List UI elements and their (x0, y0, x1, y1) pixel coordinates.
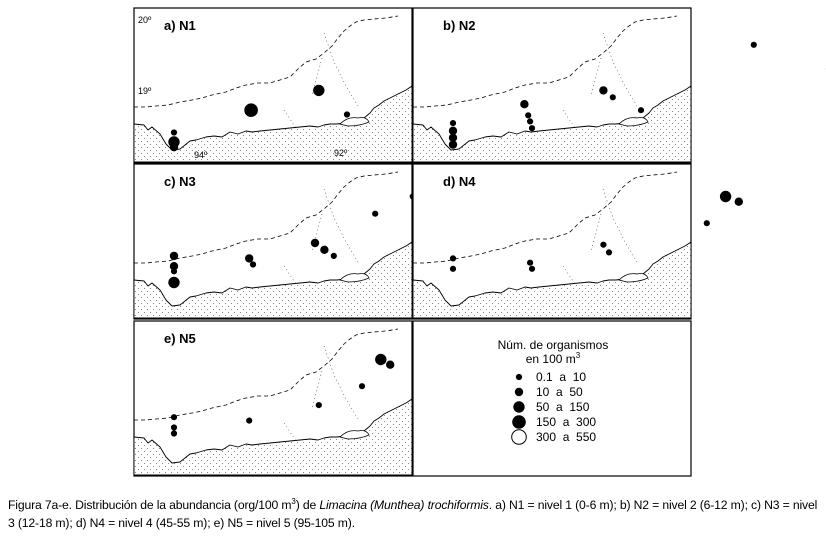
station-marker (527, 259, 534, 266)
station-marker (372, 210, 379, 217)
station-marker (246, 417, 253, 424)
legend-symbol (511, 429, 527, 445)
station-marker (170, 424, 178, 431)
station-marker (528, 125, 536, 132)
station-marker (320, 245, 329, 255)
station-marker (386, 360, 395, 369)
panel-label: a) N1 (164, 18, 196, 33)
station-marker (527, 118, 534, 125)
station-marker (734, 197, 743, 206)
station-marker (170, 268, 178, 275)
legend-panel: Núm. de organismos en 100 m3 0.1 a 1010 … (498, 338, 609, 445)
station-marker (449, 120, 457, 127)
panels-grid: a) N1 20º 19º 94º 92º b) N2 c) N3 d) N4 e) N5 (133, 7, 826, 477)
figure-maps: a) N1 20º 19º 94º 92º b) N2 c) N3 d) N4 e) N5 Nú… (133, 7, 826, 477)
legend-symbol (514, 387, 524, 397)
legend-label: 50 a 150 (536, 400, 590, 414)
panel-label: e) N5 (164, 331, 196, 346)
map-panel-6 (412, 320, 692, 477)
station-marker (343, 111, 351, 118)
station-marker (719, 190, 732, 203)
station-marker (449, 255, 457, 262)
station-marker (170, 129, 178, 136)
legend-symbol (512, 415, 526, 429)
station-marker (249, 261, 257, 268)
station-marker (600, 241, 607, 248)
station-marker (169, 143, 179, 152)
legend-label: 10 a 50 (536, 385, 583, 399)
legend-symbol (513, 401, 525, 413)
station-marker (599, 86, 608, 95)
coord-label-lon_92: 92º (334, 148, 348, 158)
station-marker (245, 254, 254, 263)
map-panel-2: b) N2 (412, 7, 826, 164)
legend-title-line2: en 100 m3 (526, 351, 581, 366)
coord-label-lat_20: 20º (138, 15, 152, 25)
station-marker (605, 249, 613, 256)
station-marker (310, 238, 320, 248)
station-marker (448, 140, 458, 149)
station-marker (609, 94, 616, 101)
legend-symbol (515, 373, 523, 381)
station-marker (170, 414, 178, 421)
station-marker (315, 402, 322, 409)
station-marker (448, 133, 458, 142)
station-marker (330, 252, 337, 260)
station-marker (449, 265, 457, 272)
coord-label-lon_94: 94º (194, 150, 208, 160)
station-marker (358, 383, 366, 390)
legend-label: 150 a 300 (536, 415, 596, 429)
station-marker (170, 430, 178, 437)
station-marker (525, 112, 532, 119)
map-panel-5: e) N5 (133, 320, 413, 477)
panel-label: b) N2 (443, 18, 476, 33)
station-marker (168, 276, 180, 289)
panel-frame (412, 320, 692, 477)
map-panel-1: a) N1 20º 19º 94º 92º (133, 7, 514, 164)
map-panel-3: c) N3 (133, 163, 482, 320)
station-marker (750, 41, 757, 48)
species-name: Limacina (Munthea) trochiformis (319, 498, 489, 512)
coord-label-lat_19: 19º (138, 86, 152, 96)
legend-label: 300 a 550 (536, 430, 596, 444)
station-marker (448, 126, 458, 136)
station-marker (244, 103, 258, 117)
map-panel-4: d) N4 (412, 163, 743, 320)
station-marker (375, 353, 387, 366)
legend-title-line1: Núm. de organismos (498, 338, 609, 352)
station-marker (169, 251, 179, 261)
station-marker (313, 84, 325, 97)
station-marker (637, 107, 645, 114)
panel-label: d) N4 (443, 174, 476, 189)
station-marker (520, 100, 529, 109)
station-marker (703, 220, 710, 227)
station-marker (528, 265, 536, 272)
figure-caption: Figura 7a-e. Distribución de la abundanc… (8, 496, 818, 530)
panel-label: c) N3 (164, 174, 196, 189)
legend-label: 0.1 a 10 (536, 370, 586, 384)
